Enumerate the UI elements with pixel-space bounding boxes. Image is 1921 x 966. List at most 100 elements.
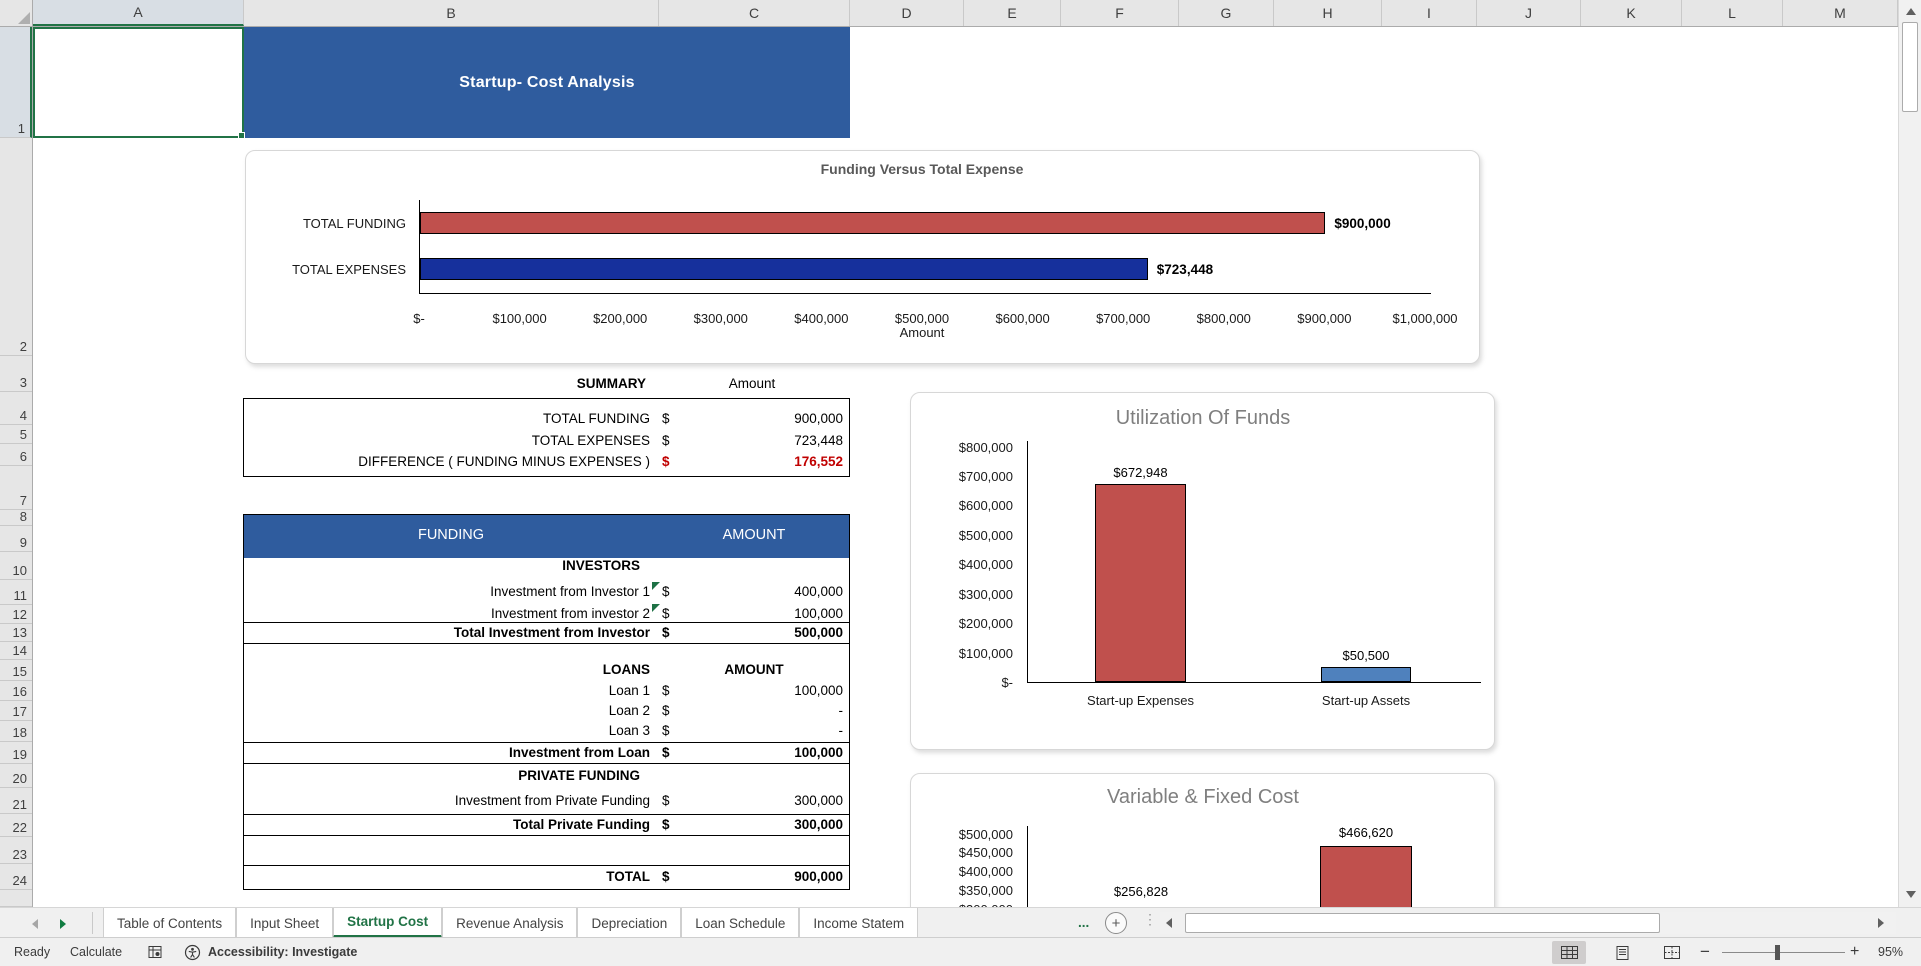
row-header-12[interactable]: 12 <box>0 605 32 624</box>
funding-row[interactable]: TOTAL $900,000 <box>243 865 850 890</box>
row-header-4[interactable]: 4 <box>0 392 32 425</box>
scroll-down-icon[interactable] <box>1906 891 1916 898</box>
utilization-of-funds-chart[interactable]: Utilization Of Funds $800,000 $700,000 $60… <box>910 392 1495 750</box>
page-title: Startup- Cost Analysis <box>459 73 635 91</box>
funding-row[interactable]: Loan 2 $ - <box>243 700 850 722</box>
column-header-g[interactable]: G <box>1179 0 1274 26</box>
scroll-up-icon[interactable] <box>1906 8 1916 15</box>
funding-row[interactable]: Loan 3 $ - <box>243 720 850 742</box>
row-header-21[interactable]: 21 <box>0 788 32 814</box>
summary-table[interactable] <box>243 398 850 477</box>
row-header-8[interactable]: 8 <box>0 509 32 526</box>
row-header-18[interactable]: 18 <box>0 721 32 742</box>
row-header-17[interactable]: 17 <box>0 701 32 721</box>
macro-record-icon[interactable] <box>148 938 163 966</box>
column-header-m[interactable]: M <box>1783 0 1898 26</box>
vertical-scrollbar[interactable] <box>1898 0 1921 907</box>
row-header-13[interactable]: 13 <box>0 624 32 642</box>
horizontal-scrollbar[interactable] <box>1160 912 1896 934</box>
column-header-l[interactable]: L <box>1682 0 1783 26</box>
summary-header-row[interactable]: SUMMARY Amount <box>243 374 850 394</box>
funding-row[interactable]: Investment from Investor 1 $400,000 <box>243 581 850 603</box>
row-header-1[interactable]: 1 <box>0 27 32 138</box>
summary-row[interactable]: TOTAL EXPENSES $723,448 <box>243 430 850 451</box>
tab-options-dots-icon[interactable]: ⋮ <box>1143 911 1157 927</box>
column-header-a[interactable]: A <box>33 0 244 26</box>
row-header-5[interactable]: 5 <box>0 425 32 444</box>
column-header-k[interactable]: K <box>1581 0 1682 26</box>
funding-row[interactable]: Investment from investor 2 $100,000 <box>243 603 850 625</box>
sheet-tab-input-sheet[interactable]: Input Sheet <box>236 908 334 938</box>
sheet-tab-loan-schedule[interactable]: Loan Schedule <box>681 908 800 938</box>
row-header-2[interactable]: 2 <box>0 138 32 356</box>
funding-row[interactable]: Total Private Funding $300,000 <box>243 814 850 836</box>
funding-table-header[interactable]: FUNDING AMOUNT <box>243 514 850 558</box>
scroll-right-icon[interactable] <box>1878 918 1884 928</box>
column-header-b[interactable]: B <box>244 0 659 26</box>
funding-vs-expense-chart[interactable]: Funding Versus Total Expense Amount $- $1… <box>245 150 1480 364</box>
x-tick-label: $600,000 <box>995 311 1050 326</box>
zoom-slider-thumb[interactable] <box>1775 945 1780 960</box>
summary-row[interactable]: DIFFERENCE ( FUNDING MINUS EXPENSES ) $17… <box>243 451 850 472</box>
sheet-tab-revenue-analysis[interactable]: Revenue Analysis <box>442 908 578 938</box>
funding-row[interactable]: Investment from Loan $100,000 <box>243 742 850 764</box>
zoom-level[interactable]: 95% <box>1878 945 1904 959</box>
sheet-tab-table-of-contents[interactable]: Table of Contents <box>103 908 237 938</box>
row-header-16[interactable]: 16 <box>0 681 32 701</box>
page-layout-view-button[interactable] <box>1605 941 1639 964</box>
funding-row[interactable]: LOANS AMOUNT <box>243 659 850 681</box>
section-label: INVESTORS <box>562 558 640 573</box>
zoom-slider-track[interactable] <box>1722 952 1845 953</box>
sheet-tab-startup-cost[interactable]: Startup Cost <box>333 908 443 938</box>
summary-row[interactable]: TOTAL FUNDING $900,000 <box>243 408 850 429</box>
row-header-25[interactable] <box>0 890 32 907</box>
row-header-11[interactable]: 11 <box>0 580 32 605</box>
row-header-22[interactable]: 22 <box>0 814 32 837</box>
calculate-indicator[interactable]: Calculate <box>70 945 123 959</box>
normal-view-button[interactable] <box>1552 941 1586 964</box>
row-header-10[interactable]: 10 <box>0 552 32 580</box>
column-header-j[interactable]: J <box>1477 0 1581 26</box>
row-header-24[interactable]: 24 <box>0 864 32 890</box>
selection-fill-handle[interactable] <box>238 132 245 139</box>
funding-row[interactable]: Loan 1 $100,000 <box>243 680 850 702</box>
currency-symbol: $ <box>662 411 670 426</box>
column-header-e[interactable]: E <box>964 0 1061 26</box>
row-header-9[interactable]: 9 <box>0 526 32 552</box>
row-header-6[interactable]: 6 <box>0 444 32 466</box>
accessibility-status[interactable]: Accessibility: Investigate <box>208 945 358 959</box>
funding-row[interactable]: Investment from Private Funding $300,000 <box>243 790 850 812</box>
row-header-19[interactable]: 19 <box>0 742 32 764</box>
sheet-tab-depreciation[interactable]: Depreciation <box>577 908 682 938</box>
zoom-in-button[interactable]: + <box>1850 943 1860 960</box>
select-all-button[interactable] <box>0 0 33 26</box>
column-header-i[interactable]: I <box>1382 0 1477 26</box>
page-break-preview-button[interactable] <box>1655 941 1689 964</box>
new-sheet-button[interactable]: + <box>1105 912 1127 934</box>
row-header-14[interactable]: 14 <box>0 642 32 660</box>
sheet-area[interactable]: Startup- Cost Analysis Funding Versus To… <box>33 27 1898 907</box>
column-header-f[interactable]: F <box>1061 0 1179 26</box>
row-header-23[interactable]: 23 <box>0 837 32 864</box>
column-header-h[interactable]: H <box>1274 0 1382 26</box>
zoom-out-button[interactable]: − <box>1700 942 1710 961</box>
row-header-7[interactable]: 7 <box>0 466 32 510</box>
title-banner[interactable]: Startup- Cost Analysis <box>244 27 850 138</box>
funding-row[interactable]: PRIVATE FUNDING <box>243 765 850 787</box>
horizontal-scroll-thumb[interactable] <box>1185 913 1660 933</box>
sheet-tab-income-statem[interactable]: Income Statem <box>799 908 919 938</box>
tab-overflow-ellipsis[interactable]: ... <box>1078 915 1090 930</box>
currency-symbol: $ <box>662 703 670 718</box>
column-header-c[interactable]: C <box>659 0 850 26</box>
variable-fixed-cost-chart[interactable]: Variable & Fixed Cost $500,000 $450,000 $4… <box>910 773 1495 907</box>
row-header-20[interactable]: 20 <box>0 764 32 788</box>
row-header-3[interactable]: 3 <box>0 356 32 392</box>
scroll-left-icon[interactable] <box>1166 918 1172 928</box>
row-header-15[interactable]: 15 <box>0 660 32 681</box>
funding-row[interactable]: INVESTORS <box>243 555 850 577</box>
column-header-d[interactable]: D <box>850 0 964 26</box>
prev-sheet-icon[interactable] <box>32 919 38 929</box>
next-sheet-icon[interactable] <box>60 919 66 929</box>
funding-row[interactable]: Total Investment from Investor $500,000 <box>243 622 850 644</box>
vertical-scroll-thumb[interactable] <box>1902 22 1918 112</box>
